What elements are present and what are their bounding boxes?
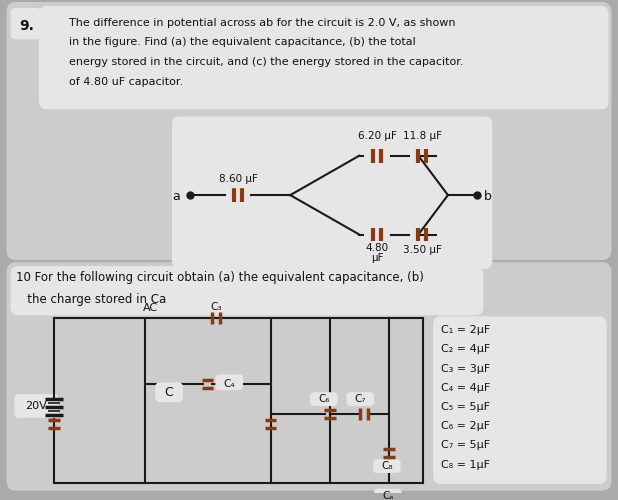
FancyBboxPatch shape — [347, 392, 374, 406]
Text: 4.80: 4.80 — [365, 244, 389, 254]
FancyBboxPatch shape — [11, 266, 483, 316]
FancyBboxPatch shape — [6, 2, 612, 260]
FancyBboxPatch shape — [373, 459, 400, 473]
FancyBboxPatch shape — [374, 488, 402, 500]
Text: in the figure. Find (a) the equivalent capacitance, (b) the total: in the figure. Find (a) the equivalent c… — [69, 38, 415, 48]
Text: of 4.80 uF capacitor.: of 4.80 uF capacitor. — [69, 77, 183, 87]
FancyBboxPatch shape — [397, 242, 450, 258]
Text: a: a — [172, 190, 180, 202]
Text: C₈: C₈ — [381, 461, 392, 471]
Text: The difference in potential across ab for the circuit is 2.0 V, as shown: The difference in potential across ab fo… — [69, 18, 455, 28]
Text: C₂ = 4μF: C₂ = 4μF — [441, 344, 490, 354]
FancyBboxPatch shape — [155, 382, 183, 402]
Text: AC: AC — [143, 304, 158, 314]
Text: C₅ = 5μF: C₅ = 5μF — [441, 402, 490, 412]
Text: 10 For the following circuit obtain (a) the equivalent capacitance, (b): 10 For the following circuit obtain (a) … — [16, 272, 424, 284]
Text: energy stored in the circuit, and (c) the energy stored in the capacitor.: energy stored in the circuit, and (c) th… — [69, 57, 463, 67]
FancyBboxPatch shape — [11, 8, 42, 40]
FancyBboxPatch shape — [349, 128, 407, 145]
Text: 6.20 μF: 6.20 μF — [358, 131, 396, 141]
FancyBboxPatch shape — [39, 6, 609, 110]
Text: C₇: C₇ — [355, 394, 366, 404]
FancyBboxPatch shape — [201, 300, 231, 314]
Text: Cₐ: Cₐ — [382, 490, 394, 500]
Text: C₄: C₄ — [223, 380, 235, 390]
Text: b: b — [483, 190, 491, 202]
Text: C₆ = 2μF: C₆ = 2μF — [441, 421, 490, 431]
FancyBboxPatch shape — [14, 394, 59, 418]
Text: C₁ = 2μF: C₁ = 2μF — [441, 325, 490, 335]
Text: C: C — [165, 386, 174, 398]
Text: 11.8 μF: 11.8 μF — [403, 131, 442, 141]
Text: C₃ = 3μF: C₃ = 3μF — [441, 364, 490, 374]
Text: C₃: C₃ — [211, 302, 222, 312]
Text: C₆: C₆ — [318, 394, 329, 404]
Text: C₄ = 4μF: C₄ = 4μF — [441, 382, 490, 392]
FancyBboxPatch shape — [172, 116, 493, 269]
FancyBboxPatch shape — [211, 172, 266, 188]
FancyBboxPatch shape — [398, 128, 449, 145]
Text: C₈ = 1μF: C₈ = 1μF — [441, 460, 490, 469]
FancyBboxPatch shape — [216, 374, 243, 390]
FancyBboxPatch shape — [355, 242, 399, 267]
FancyBboxPatch shape — [310, 392, 337, 406]
Text: 20V: 20V — [25, 401, 47, 411]
Text: μF: μF — [371, 253, 383, 263]
FancyBboxPatch shape — [6, 262, 612, 490]
Text: 9.: 9. — [19, 18, 33, 32]
Text: 8.60 μF: 8.60 μF — [219, 174, 258, 184]
FancyBboxPatch shape — [433, 316, 607, 484]
Text: 3.50 μF: 3.50 μF — [403, 246, 442, 256]
Text: C₇ = 5μF: C₇ = 5μF — [441, 440, 490, 450]
Text: the charge stored in Ca: the charge stored in Ca — [16, 293, 167, 306]
